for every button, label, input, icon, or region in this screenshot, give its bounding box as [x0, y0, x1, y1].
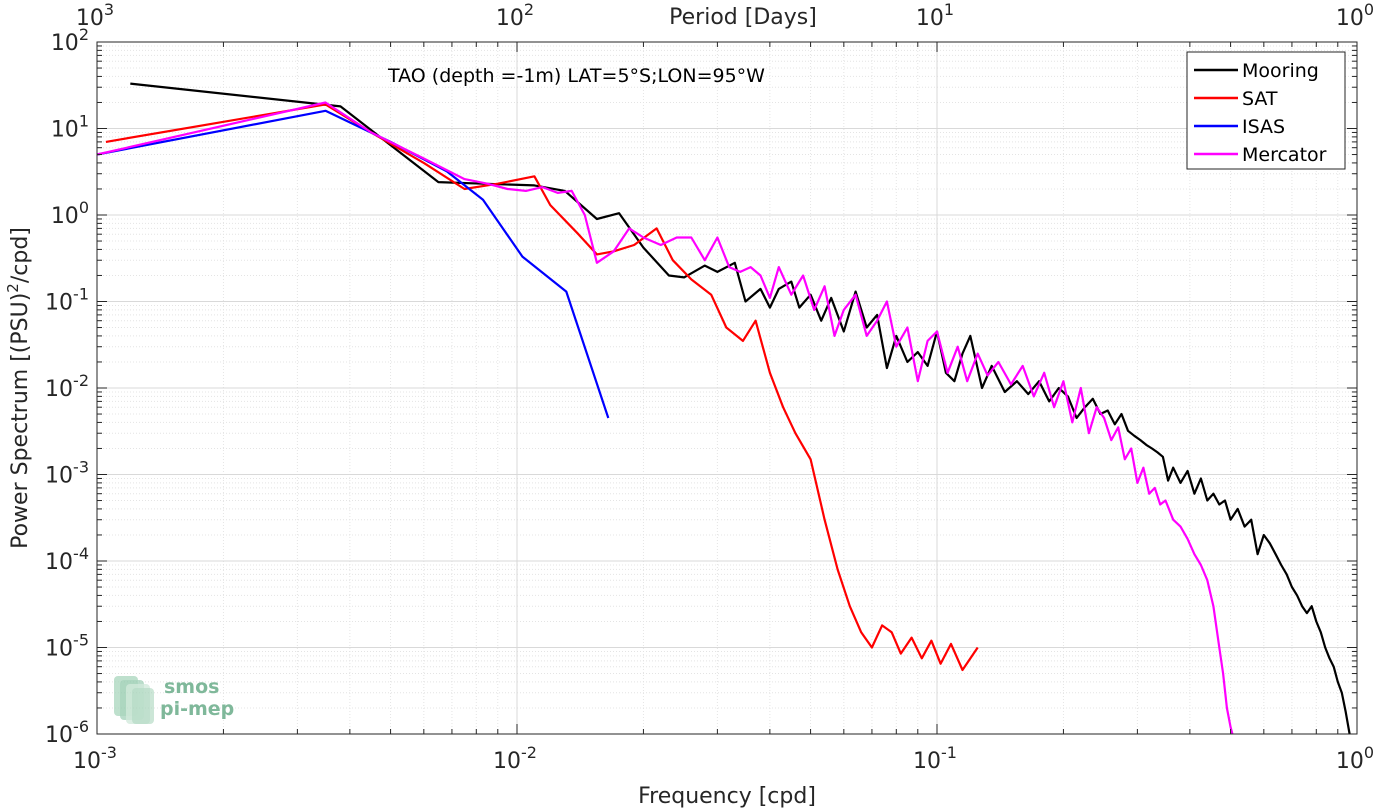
y-axis-title-sup: 2: [4, 283, 22, 293]
y-axis-title-tail: /cpd]: [8, 227, 33, 283]
legend-label-sat: SAT: [1242, 88, 1278, 110]
y-tick-label: 10-2: [45, 371, 89, 402]
legend: Mooring SAT ISAS Mercator: [1186, 51, 1346, 170]
x-tick-label: 100: [1336, 743, 1374, 774]
y-tick-label: 101: [51, 112, 89, 143]
minor-grid: [97, 42, 1357, 734]
top-axis-title: Period [Days]: [669, 5, 817, 30]
y-tick-label: 10-3: [45, 458, 89, 489]
x-tick-label: 10-2: [493, 743, 537, 774]
y-axis-title: Power Spectrum [(PSU)2/cpd]: [4, 227, 33, 549]
top-tick-label: 102: [496, 0, 534, 31]
series-line-mercator: [96, 101, 1234, 735]
y-tick-label: 100: [51, 198, 89, 229]
y-tick-label: 10-4: [45, 544, 89, 575]
series-line-isas: [96, 109, 610, 419]
legend-label-mooring: Mooring: [1242, 60, 1319, 82]
legend-box: [1186, 51, 1346, 170]
y-tick-label: 10-5: [45, 631, 89, 662]
x-tick-label: 10-3: [73, 743, 117, 774]
y-tick-label: 102: [51, 25, 89, 56]
y-tick-label: 10-6: [45, 717, 89, 748]
x-tick-label: 10-1: [913, 743, 957, 774]
y-axis-title-main: Power Spectrum [(PSU): [8, 293, 33, 549]
legend-label-isas: ISAS: [1242, 116, 1285, 138]
x-axis-title: Frequency [cpd]: [638, 784, 816, 809]
chart-annotation: TAO (depth =-1m) LAT=5°S;LON=95°W: [387, 65, 765, 87]
series-line-sat: [105, 103, 979, 672]
top-tick-label: 101: [916, 0, 954, 31]
series-line-mooring: [130, 82, 1351, 735]
top-tick-label: 100: [1336, 0, 1374, 31]
y-tick-label: 10-1: [45, 285, 89, 316]
logo-text-smos: smos: [164, 676, 219, 698]
logo-text-pimep: pi-mep: [160, 698, 234, 720]
top-tick-label: 103: [76, 0, 114, 31]
smos-pimep-logo: smos pi-mep: [114, 676, 234, 724]
legend-label-mercator: Mercator: [1242, 144, 1327, 166]
series-layer: [96, 82, 1351, 735]
logo-waves-icon: [114, 676, 154, 724]
